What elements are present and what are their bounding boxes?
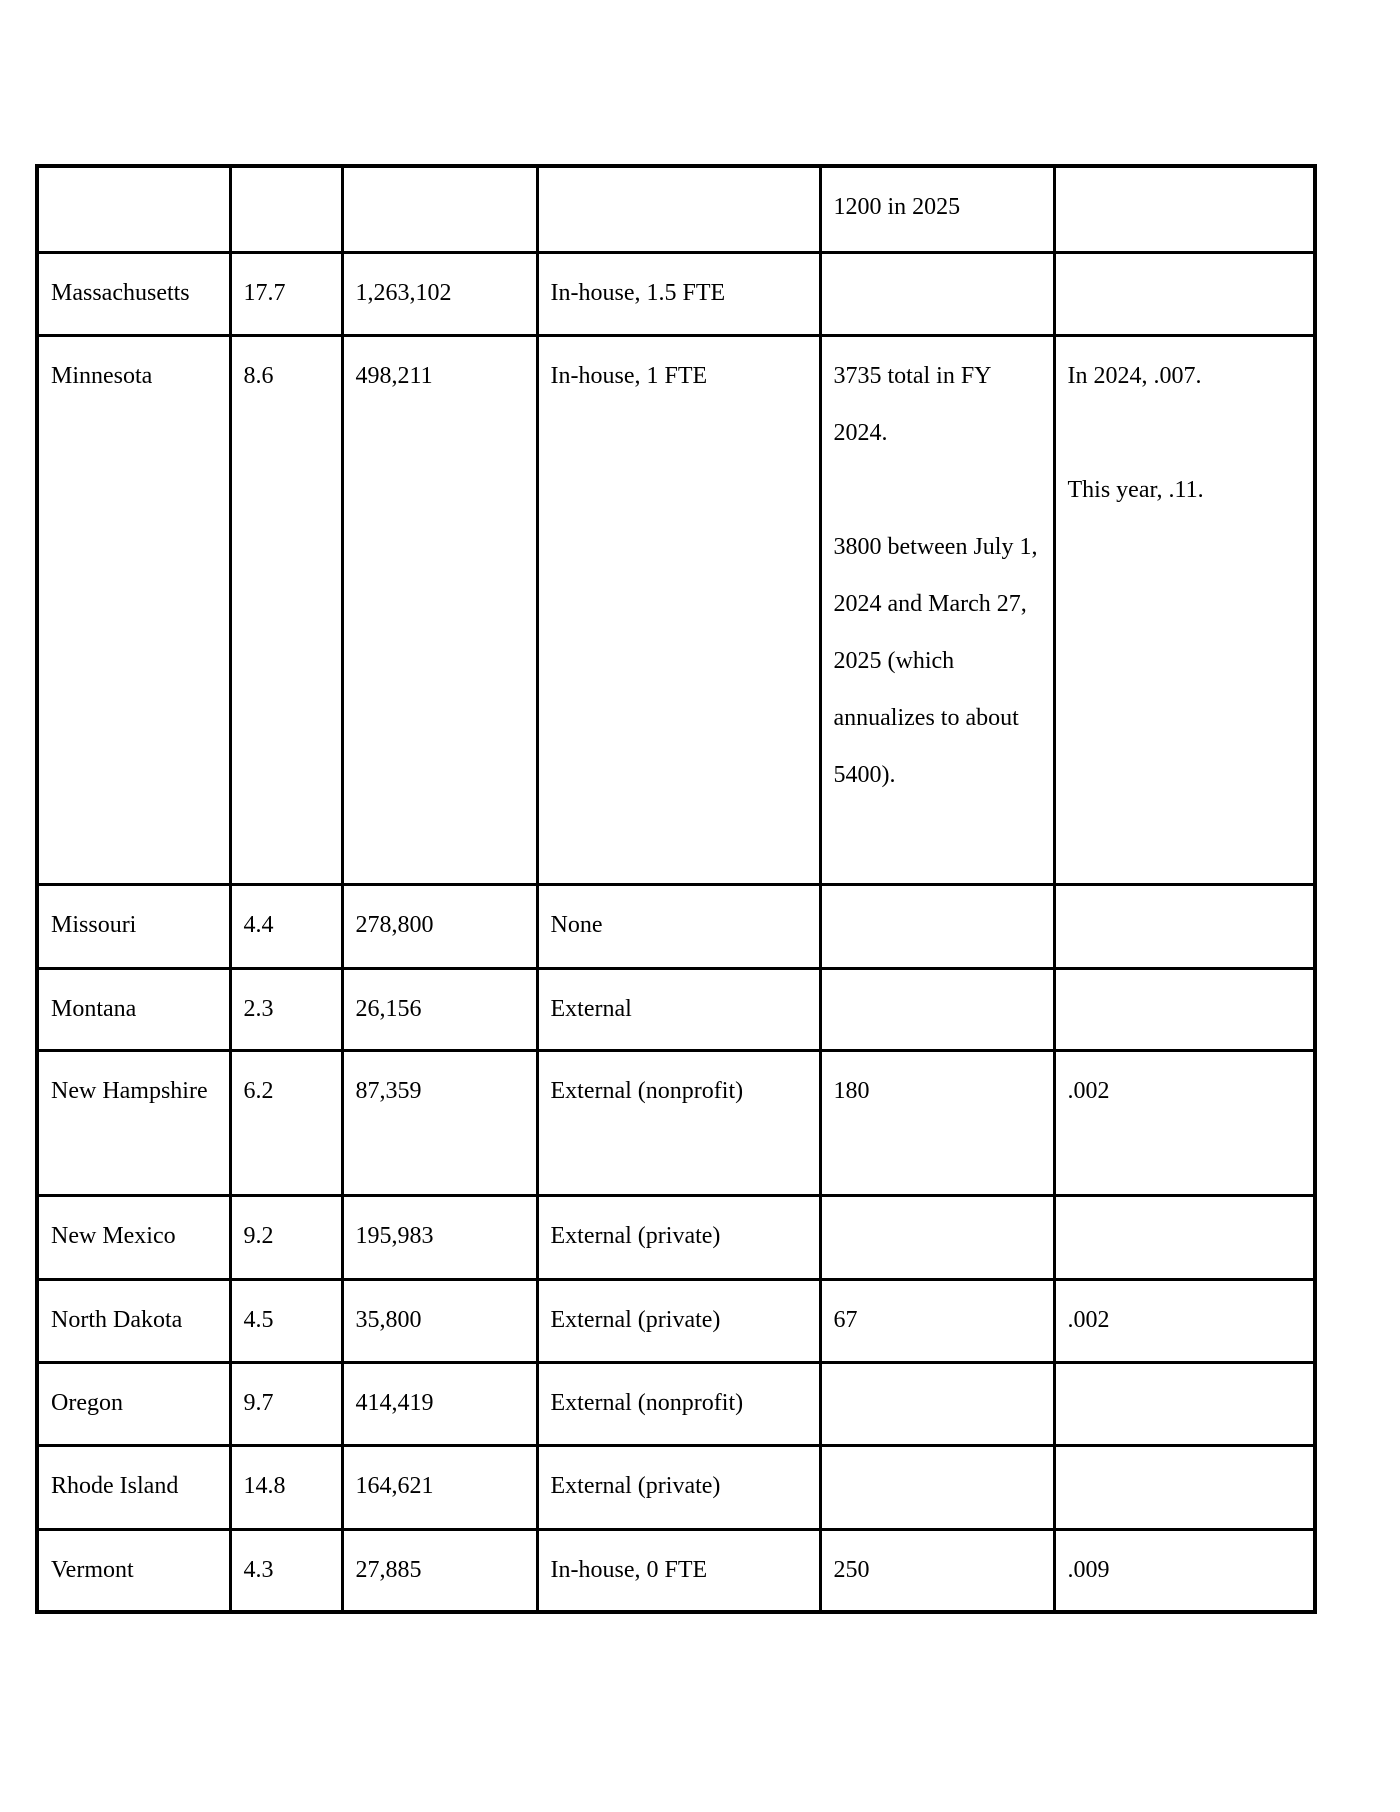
table-cell: 1200 in 2025 xyxy=(818,164,1056,254)
table-row: Massachusetts 17.7 1,263,102 In-house, 1… xyxy=(35,250,1317,337)
table-row: North Dakota 4.5 35,800 External (privat… xyxy=(35,1277,1317,1364)
table-cell: 8.6 xyxy=(228,333,344,886)
table-cell: 67 xyxy=(818,1277,1056,1364)
table-cell-state xyxy=(35,164,232,254)
table-row: Montana 2.3 26,156 External xyxy=(35,966,1317,1052)
table-cell xyxy=(228,164,344,254)
table-cell: 250 xyxy=(818,1527,1056,1614)
table-cell xyxy=(1052,164,1317,254)
table-cell: 164,621 xyxy=(340,1443,539,1531)
table-cell: 498,211 xyxy=(340,333,539,886)
table-cell: 1,263,102 xyxy=(340,250,539,337)
table-cell: 4.4 xyxy=(228,882,344,970)
state-data-table: 1200 in 2025 Massachusetts 17.7 1,263,10… xyxy=(35,164,1317,1614)
table-cell: External (nonprofit) xyxy=(535,1360,822,1447)
table-cell xyxy=(1052,1443,1317,1531)
table-cell: In 2024, .007. This year, .11. xyxy=(1052,333,1317,886)
table-row: Missouri 4.4 278,800 None xyxy=(35,882,1317,970)
table-cell: 9.7 xyxy=(228,1360,344,1447)
table-cell: 87,359 xyxy=(340,1048,539,1197)
table-cell: 14.8 xyxy=(228,1443,344,1531)
table-cell-state: North Dakota xyxy=(35,1277,232,1364)
table-cell: 35,800 xyxy=(340,1277,539,1364)
table-cell xyxy=(818,882,1056,970)
table-cell: 9.2 xyxy=(228,1193,344,1281)
table-cell: External (private) xyxy=(535,1193,822,1281)
table-cell-state: Vermont xyxy=(35,1527,232,1614)
table-cell: 414,419 xyxy=(340,1360,539,1447)
table-row: New Mexico 9.2 195,983 External (private… xyxy=(35,1193,1317,1281)
table-cell-state: New Hampshire xyxy=(35,1048,232,1197)
table-cell: 4.5 xyxy=(228,1277,344,1364)
table-cell-state: Rhode Island xyxy=(35,1443,232,1531)
table-cell: None xyxy=(535,882,822,970)
table-cell: 278,800 xyxy=(340,882,539,970)
table-cell-state: Missouri xyxy=(35,882,232,970)
table-cell: In-house, 1 FTE xyxy=(535,333,822,886)
table-cell-state: New Mexico xyxy=(35,1193,232,1281)
table-cell xyxy=(340,164,539,254)
table-cell: 27,885 xyxy=(340,1527,539,1614)
table-row: Minnesota 8.6 498,211 In-house, 1 FTE 37… xyxy=(35,333,1317,886)
table-cell-state: Oregon xyxy=(35,1360,232,1447)
table-cell xyxy=(535,164,822,254)
table-cell: In-house, 1.5 FTE xyxy=(535,250,822,337)
table-cell: 3735 total in FY 2024. 3800 between July… xyxy=(818,333,1056,886)
table-cell xyxy=(818,1360,1056,1447)
table-cell: 6.2 xyxy=(228,1048,344,1197)
table-cell xyxy=(1052,882,1317,970)
table-cell xyxy=(1052,966,1317,1052)
table-row: Vermont 4.3 27,885 In-house, 0 FTE 250 .… xyxy=(35,1527,1317,1614)
table-cell: 17.7 xyxy=(228,250,344,337)
table-cell xyxy=(818,1193,1056,1281)
table-cell-state: Minnesota xyxy=(35,333,232,886)
table-cell: External xyxy=(535,966,822,1052)
table-cell: 4.3 xyxy=(228,1527,344,1614)
table-cell: 195,983 xyxy=(340,1193,539,1281)
table-cell: 26,156 xyxy=(340,966,539,1052)
table-cell-state: Montana xyxy=(35,966,232,1052)
table-cell: External (nonprofit) xyxy=(535,1048,822,1197)
table-cell: .009 xyxy=(1052,1527,1317,1614)
table-cell-state: Massachusetts xyxy=(35,250,232,337)
table-cell xyxy=(818,250,1056,337)
table-cell: 180 xyxy=(818,1048,1056,1197)
table-cell xyxy=(1052,1193,1317,1281)
table-cell xyxy=(818,966,1056,1052)
table-cell xyxy=(1052,1360,1317,1447)
table-cell xyxy=(818,1443,1056,1531)
table-row: Rhode Island 14.8 164,621 External (priv… xyxy=(35,1443,1317,1531)
table-cell: External (private) xyxy=(535,1443,822,1531)
table-cell: External (private) xyxy=(535,1277,822,1364)
table-row: Oregon 9.7 414,419 External (nonprofit) xyxy=(35,1360,1317,1447)
table-cell xyxy=(1052,250,1317,337)
table-row: 1200 in 2025 xyxy=(35,164,1317,254)
table-cell: .002 xyxy=(1052,1048,1317,1197)
table-cell: .002 xyxy=(1052,1277,1317,1364)
table-cell: 2.3 xyxy=(228,966,344,1052)
table-cell: In-house, 0 FTE xyxy=(535,1527,822,1614)
table-row: New Hampshire 6.2 87,359 External (nonpr… xyxy=(35,1048,1317,1197)
